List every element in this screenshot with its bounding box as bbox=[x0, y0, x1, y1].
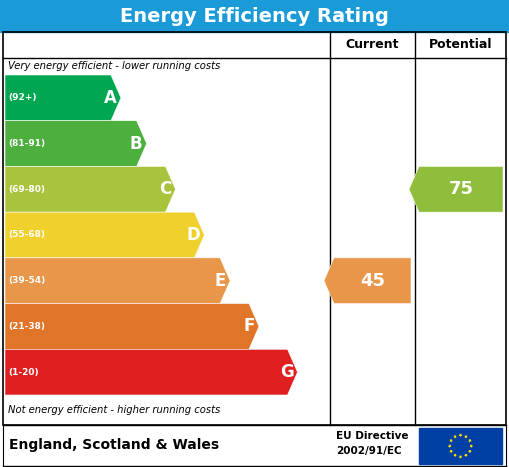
Text: (55-68): (55-68) bbox=[8, 231, 45, 240]
Text: F: F bbox=[244, 318, 255, 335]
Text: Energy Efficiency Rating: Energy Efficiency Rating bbox=[120, 7, 389, 26]
Text: Potential: Potential bbox=[429, 38, 492, 51]
Bar bbox=[3, 32, 506, 425]
Text: Very energy efficient - lower running costs: Very energy efficient - lower running co… bbox=[8, 61, 220, 71]
Text: 2002/91/EC: 2002/91/EC bbox=[336, 446, 402, 456]
Polygon shape bbox=[5, 349, 297, 395]
Polygon shape bbox=[5, 120, 147, 166]
Polygon shape bbox=[469, 445, 473, 448]
Polygon shape bbox=[448, 445, 451, 448]
Polygon shape bbox=[449, 439, 453, 443]
Polygon shape bbox=[453, 454, 457, 457]
Text: (39-54): (39-54) bbox=[8, 276, 45, 285]
Polygon shape bbox=[5, 212, 205, 258]
Text: G: G bbox=[280, 363, 294, 381]
Text: (21-38): (21-38) bbox=[8, 322, 45, 331]
Polygon shape bbox=[5, 304, 259, 349]
Text: (1-20): (1-20) bbox=[8, 368, 39, 377]
Polygon shape bbox=[453, 435, 457, 439]
Text: (92+): (92+) bbox=[8, 93, 37, 102]
Polygon shape bbox=[459, 433, 462, 437]
Bar bbox=[0, 0, 509, 32]
Polygon shape bbox=[459, 455, 462, 459]
Text: D: D bbox=[187, 226, 201, 244]
Text: (69-80): (69-80) bbox=[8, 185, 45, 194]
Text: E: E bbox=[215, 272, 226, 290]
Bar bbox=[419, 428, 502, 464]
Polygon shape bbox=[449, 450, 453, 453]
Text: (81-91): (81-91) bbox=[8, 139, 45, 148]
Polygon shape bbox=[5, 258, 230, 304]
Polygon shape bbox=[5, 75, 121, 120]
Text: C: C bbox=[159, 180, 172, 198]
Polygon shape bbox=[464, 454, 468, 457]
Text: A: A bbox=[104, 89, 117, 107]
Polygon shape bbox=[468, 439, 472, 443]
Text: 45: 45 bbox=[360, 272, 385, 290]
Text: Current: Current bbox=[346, 38, 399, 51]
Text: EU Directive: EU Directive bbox=[336, 431, 409, 441]
Polygon shape bbox=[324, 258, 411, 304]
Polygon shape bbox=[468, 450, 472, 453]
Text: Not energy efficient - higher running costs: Not energy efficient - higher running co… bbox=[8, 405, 220, 415]
Text: B: B bbox=[130, 134, 143, 153]
Polygon shape bbox=[409, 166, 503, 212]
Polygon shape bbox=[464, 435, 468, 439]
Polygon shape bbox=[5, 166, 176, 212]
Text: England, Scotland & Wales: England, Scotland & Wales bbox=[9, 439, 219, 453]
Text: 75: 75 bbox=[448, 180, 473, 198]
